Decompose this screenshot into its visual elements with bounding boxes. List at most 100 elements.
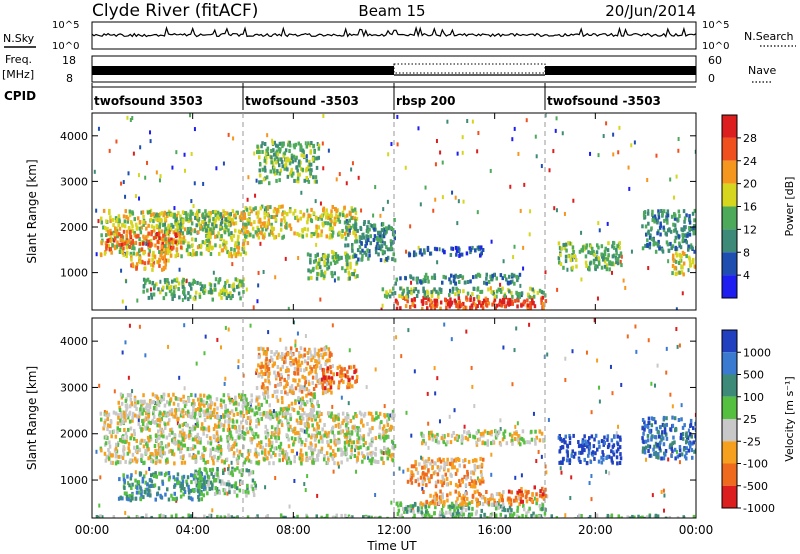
region-0-cell <box>341 429 345 434</box>
region-1-cell <box>209 398 212 403</box>
region-0-cell <box>218 251 221 256</box>
region-0-cell <box>198 209 201 213</box>
noise-cell <box>432 208 435 213</box>
region-0-cell <box>307 423 310 428</box>
region-4-cell <box>283 219 287 224</box>
region-0-cell <box>374 436 378 441</box>
region-2-cell <box>303 347 307 352</box>
region-2-cell <box>325 382 329 387</box>
region-14-cell <box>692 226 695 231</box>
region-0-cell <box>364 440 367 445</box>
region-11-cell <box>510 272 514 277</box>
region-16-cell <box>159 290 162 295</box>
region-4-cell <box>243 212 246 217</box>
noise-cell <box>347 439 350 444</box>
region-0-cell <box>218 454 222 459</box>
region-10-cell <box>532 294 536 299</box>
region-0-cell <box>299 448 303 453</box>
region-0-cell <box>205 427 208 432</box>
region-5-cell <box>222 481 226 486</box>
region-14-cell <box>657 242 660 247</box>
region-0-cell <box>305 430 308 435</box>
region-14-cell <box>662 209 666 214</box>
region-0-cell <box>108 430 112 435</box>
region-1-cell <box>238 395 241 399</box>
region-1-cell <box>134 241 137 245</box>
region-4-cell <box>187 495 191 500</box>
region-11-cell <box>507 281 510 286</box>
region-1-cell <box>179 397 183 402</box>
region-1-cell <box>140 399 143 404</box>
region-4-cell <box>327 215 330 220</box>
region-0-cell <box>340 429 343 434</box>
region-0-cell <box>242 431 246 436</box>
region-0-cell <box>238 428 241 433</box>
region-2-cell <box>313 364 316 369</box>
noise-cell <box>525 118 528 123</box>
region-4-cell <box>261 221 264 226</box>
region-16-cell <box>162 285 165 290</box>
region-0-cell <box>148 210 151 214</box>
region-0-cell <box>192 424 195 429</box>
region-10-cell <box>391 291 394 296</box>
region-5-cell <box>290 167 293 172</box>
noise-cell <box>293 478 296 483</box>
region-0-cell <box>272 451 275 455</box>
noise-cell <box>619 259 622 264</box>
region-2-cell <box>330 352 333 357</box>
region-8-cell <box>472 301 475 306</box>
region-13-cell <box>557 241 561 246</box>
region-0-cell <box>160 454 163 459</box>
noise-cell <box>127 171 130 176</box>
region-0-cell <box>268 461 271 466</box>
region-11-cell <box>399 276 402 281</box>
region-5-cell <box>310 168 313 173</box>
region-0-cell <box>159 236 163 241</box>
noise-cell <box>678 343 681 348</box>
region-14-cell <box>679 245 683 250</box>
region-0-cell <box>350 452 353 457</box>
region-1-cell <box>257 395 261 400</box>
region-9-cell <box>499 298 502 303</box>
region-10-cell <box>437 291 440 296</box>
region-4-cell <box>250 209 253 214</box>
region-4-cell <box>147 491 150 496</box>
region-0-cell <box>229 235 233 240</box>
region-14-cell <box>651 218 654 223</box>
region-4-cell <box>312 211 316 216</box>
region-14-cell <box>646 238 649 243</box>
region-3-cell <box>153 254 157 259</box>
region-1-cell <box>222 399 226 404</box>
nsearch-tick-low: 10^0 <box>702 41 729 52</box>
region-7-cell <box>386 255 390 260</box>
region-14-cell <box>683 227 686 232</box>
region-0-cell <box>276 424 279 429</box>
region-0-cell <box>330 414 333 419</box>
noise-cell <box>622 278 625 283</box>
region-7-cell <box>393 218 396 222</box>
region-6-cell <box>332 251 335 256</box>
region-1-cell <box>167 244 170 249</box>
noise-cell <box>556 287 559 292</box>
region-0-cell <box>141 210 145 215</box>
noise-cell <box>93 169 96 174</box>
region-0-cell <box>104 418 107 423</box>
region-2-cell <box>195 223 198 228</box>
region-10-cell <box>422 286 425 291</box>
region-0-cell <box>164 216 167 221</box>
region-6-cell <box>538 503 542 508</box>
noise-cell <box>502 259 505 264</box>
region-2-cell <box>207 224 210 228</box>
region-5-cell <box>210 486 214 491</box>
region-0-cell <box>230 247 233 252</box>
region-0-cell <box>286 424 290 429</box>
noise-cell <box>372 213 375 218</box>
region-11-cell <box>457 274 460 279</box>
noise-cell <box>596 358 599 363</box>
region-1-cell <box>215 414 219 419</box>
region-1-cell <box>177 402 180 407</box>
region-0-cell <box>114 446 118 451</box>
region-0-cell <box>186 248 189 253</box>
region-0-cell <box>346 457 349 462</box>
region-9-cell <box>531 298 534 303</box>
